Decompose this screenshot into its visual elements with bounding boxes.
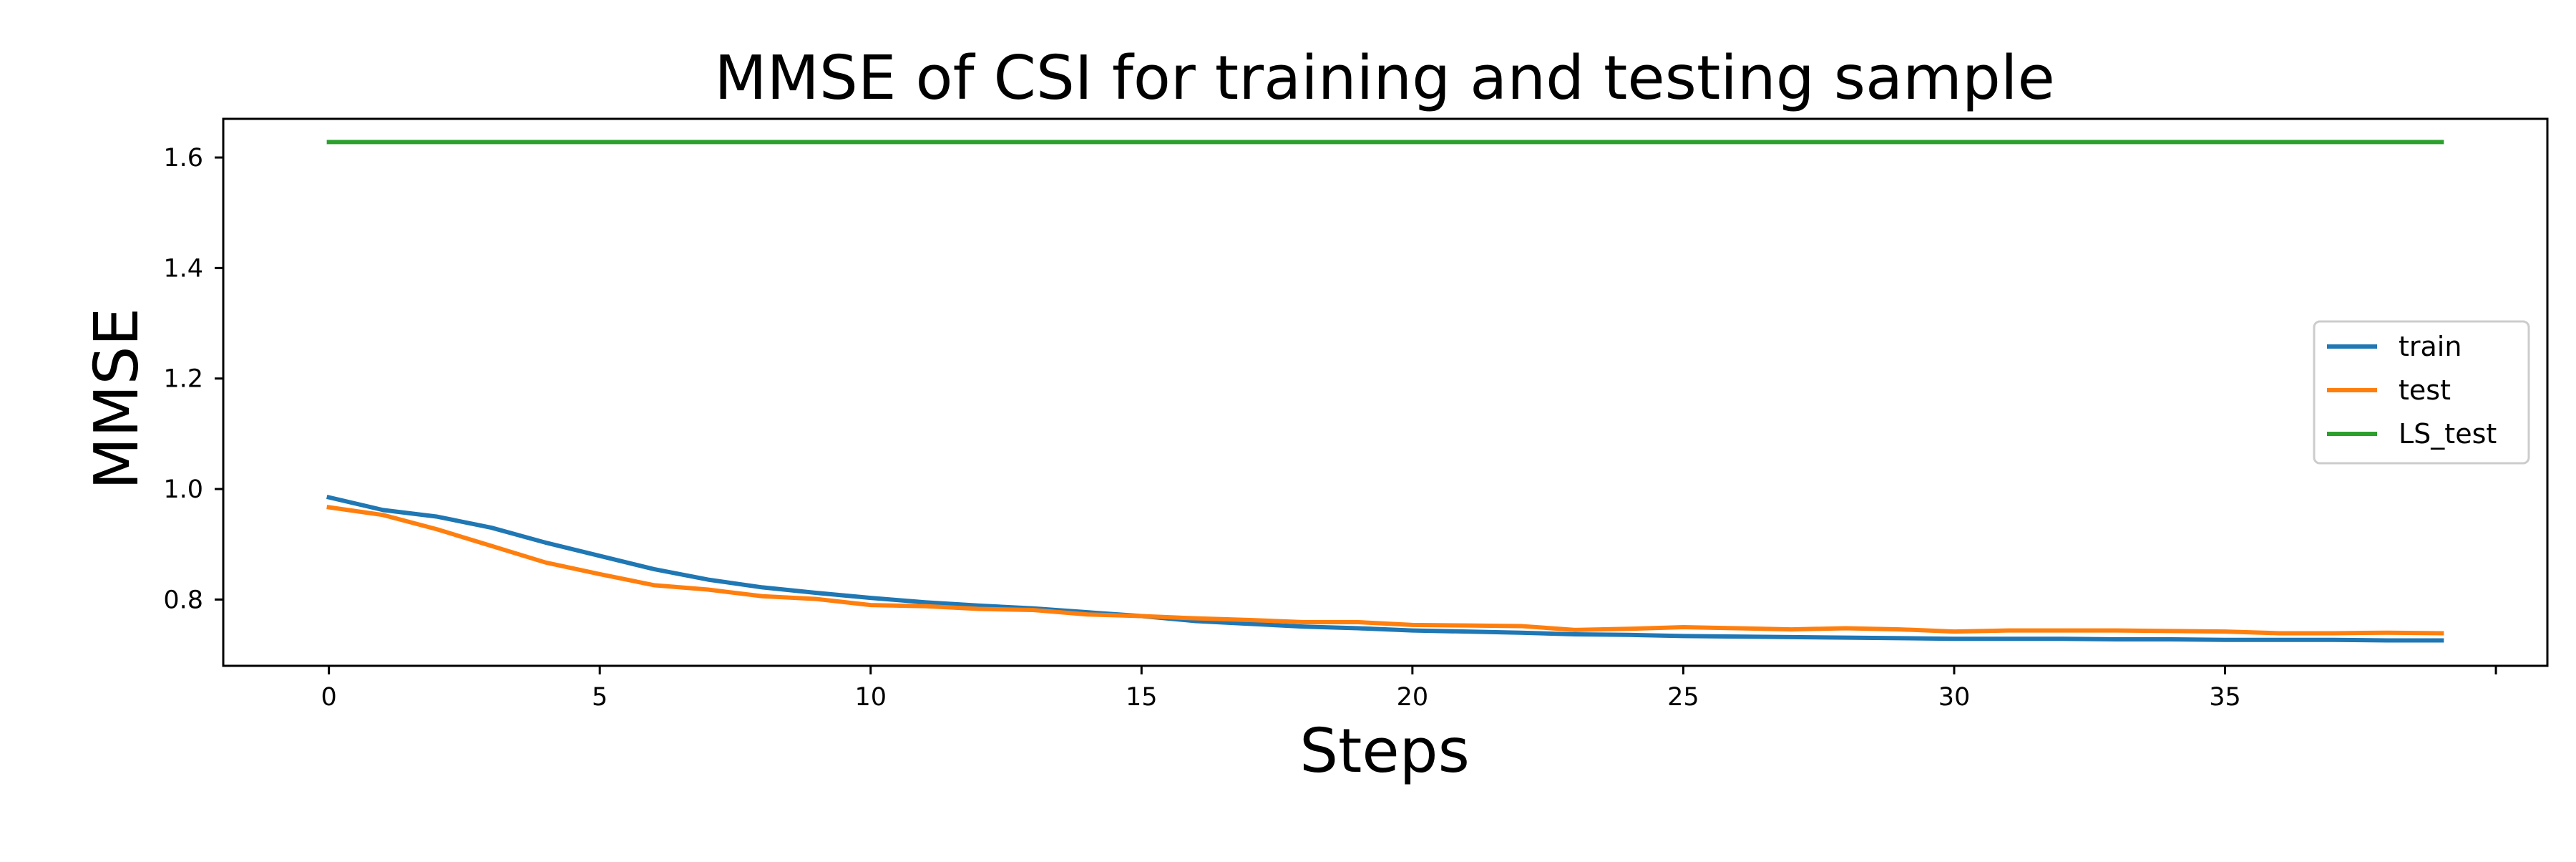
chart-title: MMSE of CSI for training and testing sam…	[714, 43, 2055, 114]
legend-label-test: test	[2399, 374, 2451, 406]
y-tick-label: 0.8	[163, 586, 203, 614]
axes-frame	[222, 117, 2549, 667]
plot-area: 0 5 10 15 20 25 30 35 0.8 1.0 1.2 1.4 1.6	[163, 117, 2549, 712]
y-tick-label: 1.4	[163, 254, 203, 283]
x-tick-label: 15	[1126, 683, 1158, 712]
x-tick-label: 0	[321, 683, 336, 712]
y-axis-title: MMSE	[82, 308, 152, 490]
x-tick-label: 5	[592, 683, 608, 712]
legend-label-ls-test: LS_test	[2399, 418, 2497, 450]
y-tick-label: 1.0	[163, 475, 203, 504]
x-tick-label: 20	[1397, 683, 1429, 712]
x-tick-label: 35	[2209, 683, 2241, 712]
y-tick-label: 1.2	[163, 365, 203, 394]
series-line-train	[326, 495, 2444, 643]
x-tick-label: 25	[1667, 683, 1699, 712]
legend: train test LS_test	[2313, 320, 2530, 465]
x-axis-title: Steps	[1299, 716, 1470, 787]
x-tick-label: 30	[1938, 683, 1971, 712]
legend-box	[2313, 320, 2530, 465]
series-line-test	[326, 505, 2444, 636]
y-tick-label: 1.6	[163, 144, 203, 173]
x-tick-label: 10	[854, 683, 887, 712]
legend-label-train: train	[2399, 331, 2462, 362]
